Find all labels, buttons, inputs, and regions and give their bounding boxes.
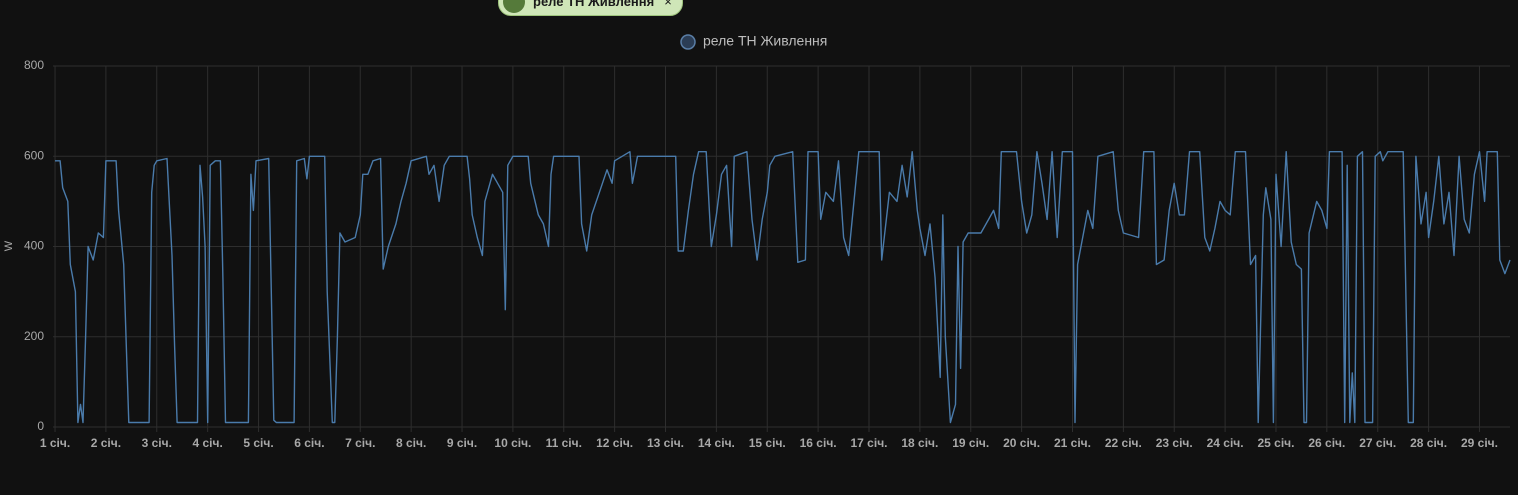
x-tick-label: 16 січ. <box>800 436 837 450</box>
x-tick-label: 23 січ. <box>1156 436 1193 450</box>
x-tick-label: 19 січ. <box>952 436 989 450</box>
x-tick-label: 26 січ. <box>1308 436 1345 450</box>
x-tick-label: 12 січ. <box>596 436 633 450</box>
chip-remove[interactable]: × <box>664 0 672 9</box>
x-tick-label: 21 січ. <box>1054 436 1091 450</box>
x-tick-label: 14 січ. <box>698 436 735 450</box>
x-tick-label: 4 січ. <box>192 436 222 450</box>
x-tick-label: 1 січ. <box>40 436 70 450</box>
line <box>55 151 1511 424</box>
x-tick-label: 15 січ. <box>749 436 786 450</box>
x-tick-label: 2 січ. <box>91 436 121 450</box>
y-tick-label: 600 <box>24 148 44 162</box>
x-tick-label: 28 січ. <box>1410 436 1447 450</box>
x-tick-label: 9 січ. <box>447 436 477 450</box>
legend-swatch[interactable] <box>680 34 696 50</box>
x-tick-label: 5 січ. <box>243 436 273 450</box>
x-tick-label: 18 січ. <box>901 436 938 450</box>
y-tick-label: 400 <box>24 239 44 253</box>
x-tick-label: 10 січ. <box>494 436 531 450</box>
chip-icon <box>503 0 525 13</box>
x-tick-label: 7 січ. <box>345 436 375 450</box>
x-tick-label: 22 січ. <box>1105 436 1142 450</box>
x-tick-label: 11 січ. <box>546 436 582 450</box>
x-tick-label: 25 січ. <box>1257 436 1294 450</box>
x-tick-label: 8 січ. <box>396 436 426 450</box>
filter-chip[interactable]: реле ТН Живлення × <box>498 0 683 16</box>
x-tick-label: 13 січ. <box>647 436 684 450</box>
y-tick-label: 800 <box>24 58 44 72</box>
y-axis-label: W <box>3 240 15 251</box>
x-tick-label: 6 січ. <box>294 436 324 450</box>
x-tick-label: 17 січ. <box>851 436 888 450</box>
x-tick-label: 24 січ. <box>1207 436 1244 450</box>
y-tick-label: 0 <box>37 419 44 433</box>
x-tick-label: 27 січ. <box>1359 436 1396 450</box>
x-tick-label: 29 січ. <box>1461 436 1498 450</box>
x-tick-label: 3 січ. <box>142 436 172 450</box>
y-tick-label: 200 <box>24 329 44 343</box>
chip-label: реле ТН Живлення <box>533 0 655 9</box>
x-tick-label: 20 січ. <box>1003 436 1040 450</box>
legend-label[interactable]: реле ТН Живлення <box>703 33 827 49</box>
